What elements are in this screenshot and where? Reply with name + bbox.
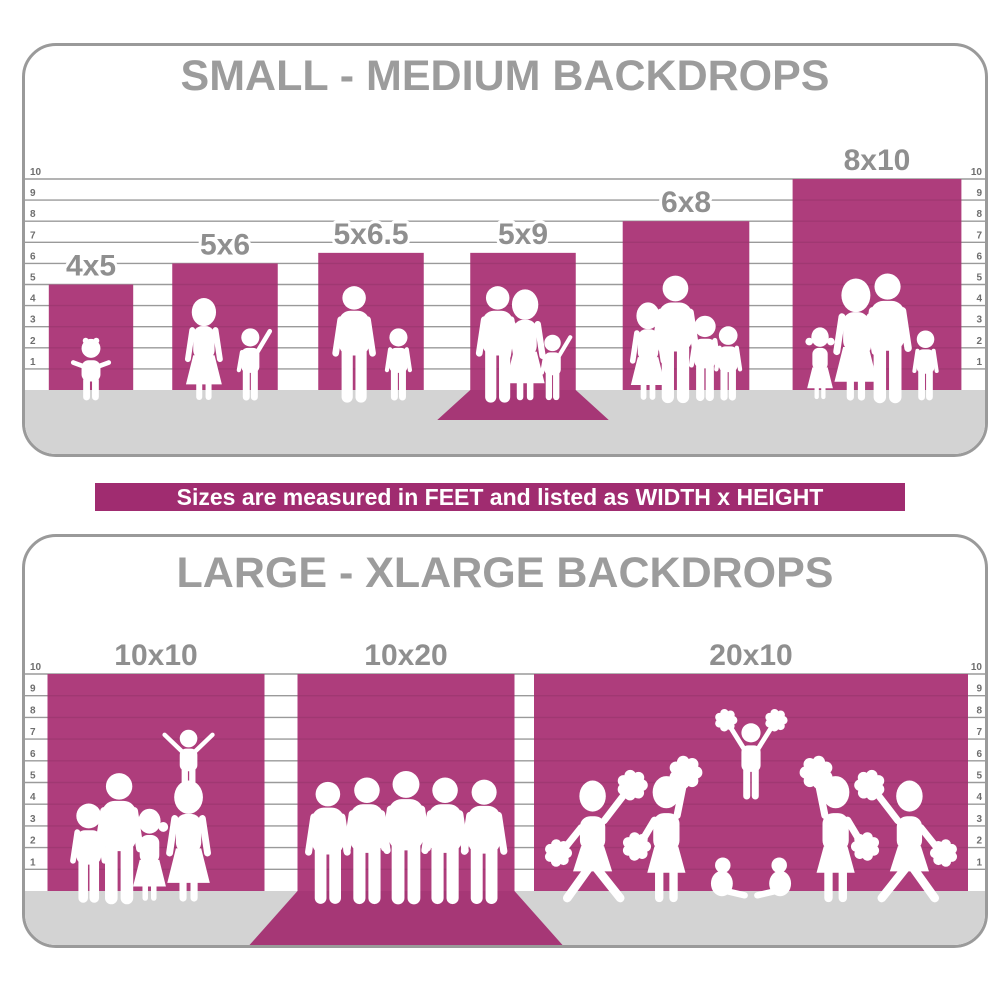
measurement-note-banner: Sizes are measured in FEET and listed as… [95,483,905,511]
toddler-silhouette [70,337,112,401]
cheer-side-silhouette [544,769,648,903]
ruler-number-right-4: 4 [976,294,982,305]
ruler-number-right-7: 7 [976,727,982,738]
backdrop-label-5x6: 5x6 [200,228,250,261]
ruler-number-left-4: 4 [30,792,36,803]
ruler-number-left-1: 1 [30,857,36,868]
girl-silhouette [130,808,169,901]
small-medium-panel: SMALL - MEDIUM BACKDROPS 1 1 2 2 3 3 4 4 5 5 6 6 7 7 8… [22,43,988,457]
ruler-number-left-5: 5 [30,273,36,284]
ruler-number-right-9: 9 [976,684,982,695]
ruler-number-left-9: 9 [30,188,36,199]
man-silhouette [343,777,391,905]
small-medium-title: SMALL - MEDIUM BACKDROPS [180,52,830,100]
ruler-number-right-6: 6 [976,251,982,262]
ruler-number-right-1: 1 [976,357,982,368]
ruler-number-right-2: 2 [976,836,982,847]
backdrop-label-4x5: 4x5 [66,250,116,283]
ruler-number-left-3: 3 [30,814,36,825]
woman-silhouette [184,298,223,401]
ruler-number-right-3: 3 [976,814,982,825]
backdrop-label-8x10: 8x10 [844,144,911,177]
boy-silhouette [714,326,743,401]
kid-arms-up-poms-silhouette [715,708,788,800]
cheer-side-silhouette [854,769,958,903]
ruler-number-right-9: 9 [976,188,982,199]
ruler-number-left-9: 9 [30,684,36,695]
boy-silhouette [70,803,108,903]
ruler-number-right-5: 5 [976,273,982,284]
ruler-number-right-10: 10 [971,662,983,673]
backdrop-label-5x6.5: 5x6.5 [333,218,408,251]
backdrop-label-5x9: 5x9 [498,218,548,251]
ruler-number-left-6: 6 [30,749,36,760]
cheer-up-silhouette [799,755,880,903]
man-silhouette [332,286,376,403]
backdrop-label-20x10: 20x10 [709,639,792,672]
ruler-number-left-6: 6 [30,251,36,262]
man-silhouette [305,781,351,904]
girl-silhouette [805,327,835,400]
man-silhouette [460,779,508,904]
ruler-number-right-5: 5 [976,771,982,782]
ruler-number-left-10: 10 [30,167,42,178]
backdrop-sweep-5x9 [437,390,609,420]
backdrop-label-10x10: 10x10 [114,639,197,672]
small-medium-chart: 1 1 2 2 3 3 4 4 5 5 6 6 7 7 8 8 9 9 10 10 4x5 5x6 5x6.5 5x9 6x8 8… [25,141,985,454]
ruler-number-left-7: 7 [30,230,36,241]
backdrop-label-6x8: 6x8 [661,186,711,219]
ruler-number-right-8: 8 [976,705,982,716]
ruler-number-left-4: 4 [30,294,36,305]
ruler-number-left-1: 1 [30,357,36,368]
woman-silhouette [504,289,546,401]
ruler-number-left-2: 2 [30,336,36,347]
ruler-number-left-5: 5 [30,771,36,782]
boy-silhouette [912,330,939,401]
ruler-number-right-2: 2 [976,336,982,347]
ruler-number-right-3: 3 [976,315,982,326]
child-waving-silhouette [540,334,573,401]
ruler-number-right-4: 4 [976,792,982,803]
ruler-number-right-6: 6 [976,749,982,760]
cheer-up-silhouette [622,755,703,903]
large-xlarge-panel: LARGE - XLARGE BACKDROPS 1 1 2 2 3 3 4 4 5 5 6 6 7 7 8… [22,534,988,948]
ruler-number-right-8: 8 [976,209,982,220]
man-silhouette [381,770,431,905]
boy-silhouette [384,328,413,401]
ruler-number-left-10: 10 [30,662,42,673]
large-xlarge-title: LARGE - XLARGE BACKDROPS [176,549,834,597]
ruler-number-right-10: 10 [971,167,983,178]
man-silhouette [651,275,700,404]
backdrop-sweep-10x20 [249,891,563,945]
woman-silhouette [166,780,211,902]
sitter-silhouette [754,857,792,899]
ruler-number-right-7: 7 [976,230,982,241]
ruler-number-left-3: 3 [30,315,36,326]
man-silhouette [863,273,912,404]
measurement-note-text: Sizes are measured in FEET and listed as… [176,483,824,510]
child-waving-silhouette [236,328,273,401]
kid-arms-up-silhouette [162,729,215,795]
large-xlarge-chart: 1 1 2 2 3 3 4 4 5 5 6 6 7 7 8 8 9 9 10 10 10x10 10x20 20x10 [25,636,985,945]
sitter-silhouette [710,857,748,899]
backdrop-label-10x20: 10x20 [364,639,447,672]
ruler-number-left-2: 2 [30,836,36,847]
ruler-number-right-1: 1 [976,857,982,868]
ruler-number-left-8: 8 [30,209,36,220]
ruler-number-left-8: 8 [30,705,36,716]
ruler-number-left-7: 7 [30,727,36,738]
